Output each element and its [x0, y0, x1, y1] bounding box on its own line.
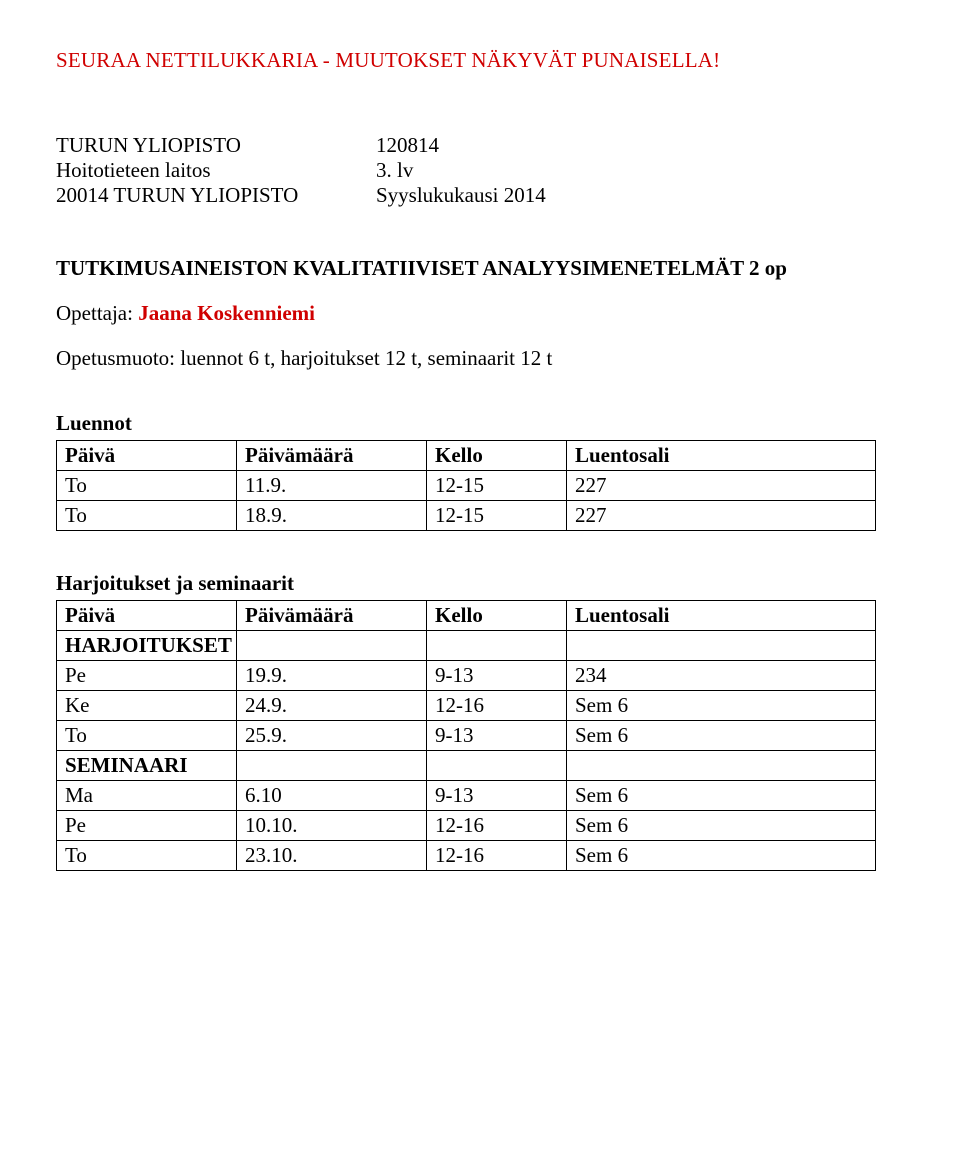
table-row: Pe19.9.9-13234: [57, 661, 876, 691]
teacher-label: Opettaja:: [56, 301, 133, 325]
info-row-0: TURUN YLIOPISTO 120814: [56, 133, 904, 158]
harjo-table: Päivä Päivämäärä Kello Luentosali HARJOI…: [56, 600, 876, 871]
table-cell: To: [57, 721, 237, 751]
table-cell: HARJOITUKSET: [57, 631, 237, 661]
info-left-1: Hoitotieteen laitos: [56, 158, 376, 183]
table-cell: 9-13: [427, 721, 567, 751]
table-cell: 10.10.: [237, 811, 427, 841]
info-row-1: Hoitotieteen laitos 3. lv: [56, 158, 904, 183]
table-cell: 9-13: [427, 781, 567, 811]
table-cell: SEMINAARI: [57, 751, 237, 781]
table-cell: 12-15: [427, 501, 567, 531]
table-cell: 12-15: [427, 471, 567, 501]
table-row: Ma6.109-13Sem 6: [57, 781, 876, 811]
table-cell: 12-16: [427, 811, 567, 841]
table-cell: [567, 631, 876, 661]
table-cell: Ke: [57, 691, 237, 721]
table-cell: Sem 6: [567, 811, 876, 841]
luennot-title: Luennot: [56, 411, 904, 436]
table-header-row: Päivä Päivämäärä Kello Luentosali: [57, 601, 876, 631]
th-paiva: Päivä: [57, 441, 237, 471]
teacher-name: Jaana Koskenniemi: [138, 301, 315, 325]
table-row: Pe10.10.12-16Sem 6: [57, 811, 876, 841]
th-paivamaara: Päivämäärä: [237, 441, 427, 471]
table-cell: 9-13: [427, 661, 567, 691]
info-block: TURUN YLIOPISTO 120814 Hoitotieteen lait…: [56, 133, 904, 208]
info-right-2: Syyslukukausi 2014: [376, 183, 904, 208]
info-right-0: 120814: [376, 133, 904, 158]
table-cell: Pe: [57, 811, 237, 841]
table-cell: 227: [567, 501, 876, 531]
table-cell: Sem 6: [567, 841, 876, 871]
page-heading: SEURAA NETTILUKKARIA - MUUTOKSET NÄKYVÄT…: [56, 48, 904, 73]
table-cell: [567, 751, 876, 781]
info-right-1: 3. lv: [376, 158, 904, 183]
th-kello: Kello: [427, 441, 567, 471]
table-cell: 234: [567, 661, 876, 691]
table-cell: 11.9.: [237, 471, 427, 501]
table-cell: Pe: [57, 661, 237, 691]
teaching-form: Opetusmuoto: luennot 6 t, harjoitukset 1…: [56, 346, 904, 371]
th-paivamaara: Päivämäärä: [237, 601, 427, 631]
th-kello: Kello: [427, 601, 567, 631]
table-cell: 6.10: [237, 781, 427, 811]
table-cell: Sem 6: [567, 691, 876, 721]
table-cell: Sem 6: [567, 721, 876, 751]
table-cell: Ma: [57, 781, 237, 811]
table-row: Ke24.9.12-16Sem 6: [57, 691, 876, 721]
table-cell: 25.9.: [237, 721, 427, 751]
table-row: To18.9.12-15227: [57, 501, 876, 531]
course-title: TUTKIMUSAINEISTON KVALITATIIVISET ANALYY…: [56, 256, 904, 281]
table-cell: 12-16: [427, 691, 567, 721]
info-left-0: TURUN YLIOPISTO: [56, 133, 376, 158]
table-row: HARJOITUKSET: [57, 631, 876, 661]
table-row: To23.10.12-16Sem 6: [57, 841, 876, 871]
th-paiva: Päivä: [57, 601, 237, 631]
table-cell: To: [57, 501, 237, 531]
table-header-row: Päivä Päivämäärä Kello Luentosali: [57, 441, 876, 471]
table-row: To25.9.9-13Sem 6: [57, 721, 876, 751]
table-cell: 227: [567, 471, 876, 501]
info-left-2: 20014 TURUN YLIOPISTO: [56, 183, 376, 208]
table-cell: 12-16: [427, 841, 567, 871]
info-row-2: 20014 TURUN YLIOPISTO Syyslukukausi 2014: [56, 183, 904, 208]
table-row: SEMINAARI: [57, 751, 876, 781]
table-cell: [237, 631, 427, 661]
table-row: To11.9.12-15227: [57, 471, 876, 501]
table-cell: 23.10.: [237, 841, 427, 871]
th-luentosali: Luentosali: [567, 441, 876, 471]
th-luentosali: Luentosali: [567, 601, 876, 631]
table-cell: [237, 751, 427, 781]
table-cell: 18.9.: [237, 501, 427, 531]
table-cell: To: [57, 841, 237, 871]
table-cell: [427, 631, 567, 661]
table-cell: Sem 6: [567, 781, 876, 811]
table-cell: To: [57, 471, 237, 501]
luennot-table: Päivä Päivämäärä Kello Luentosali To11.9…: [56, 440, 876, 531]
table-cell: 24.9.: [237, 691, 427, 721]
table-cell: [427, 751, 567, 781]
table-cell: 19.9.: [237, 661, 427, 691]
teacher-line: Opettaja: Jaana Koskenniemi: [56, 301, 904, 326]
harjo-title: Harjoitukset ja seminaarit: [56, 571, 904, 596]
